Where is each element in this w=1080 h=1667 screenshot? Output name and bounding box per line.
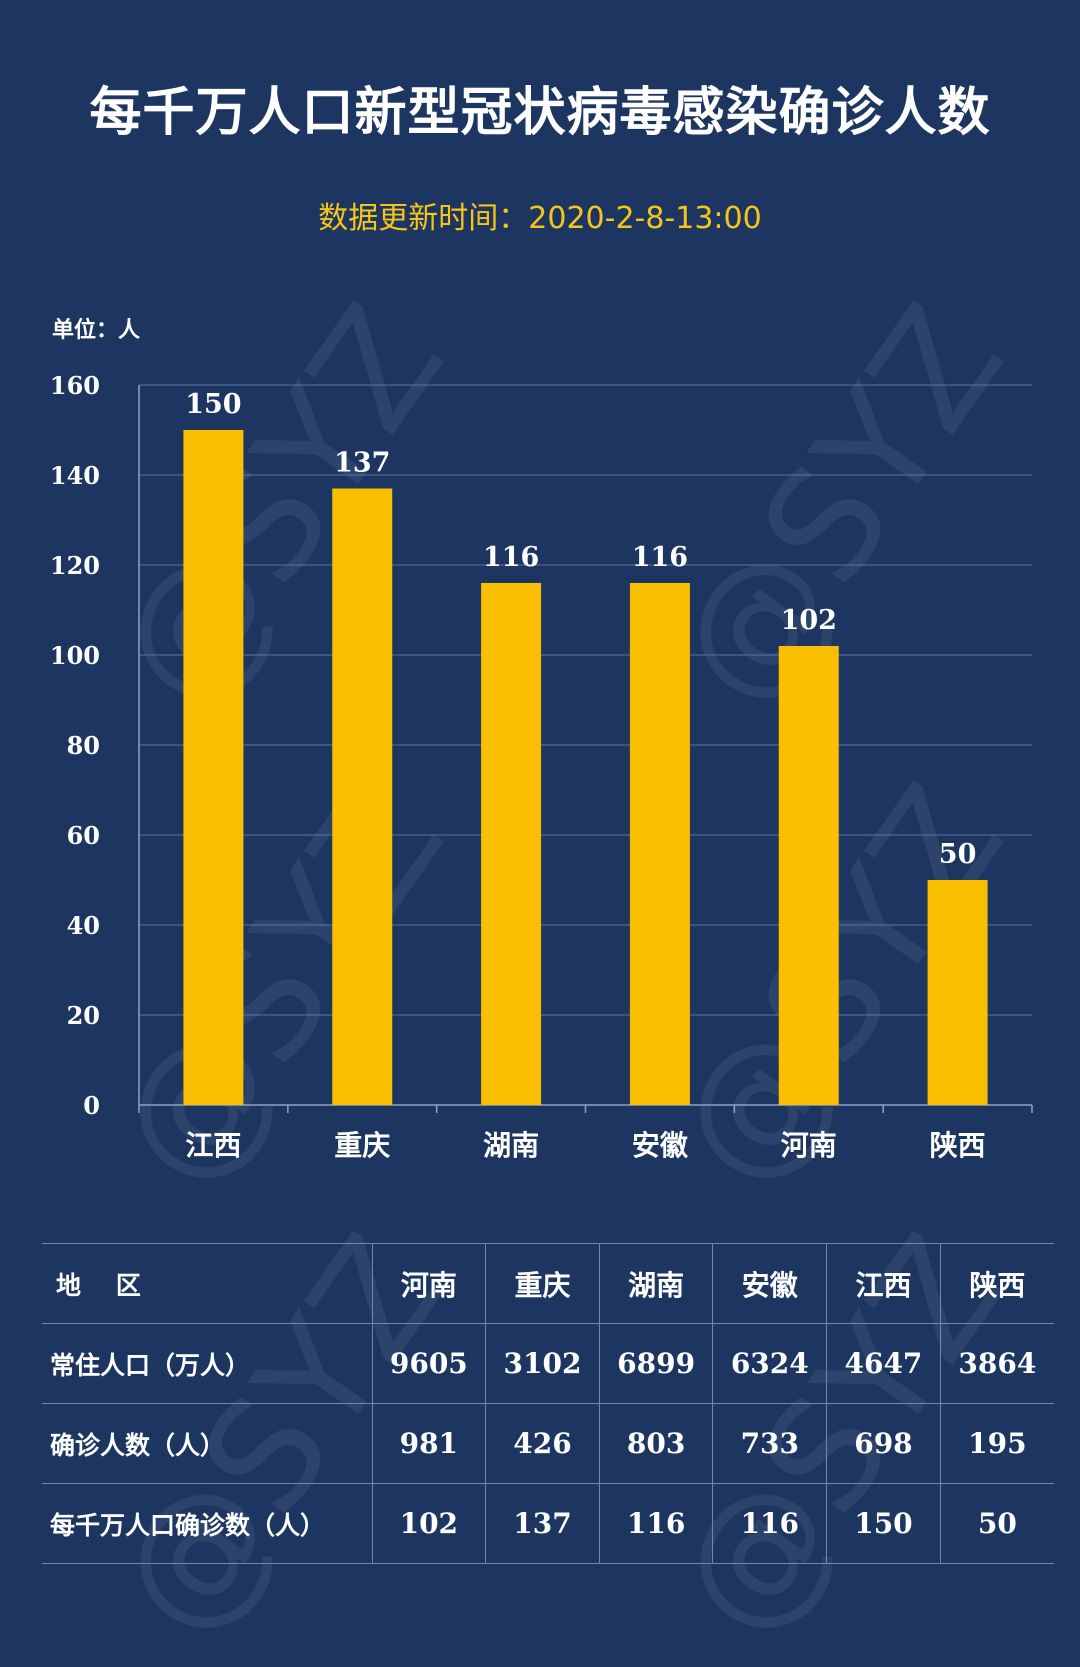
row-label: 每千万人口确诊数（人）	[42, 1483, 372, 1564]
table-row: 每千万人口确诊数（人） 102 137 116 116 150 50	[42, 1483, 1054, 1564]
y-tick-label: 80	[67, 731, 100, 760]
y-tick-label: 120	[50, 551, 100, 580]
table-cell: 9605	[371, 1323, 486, 1404]
table-row: 常住人口（万人） 9605 3102 6899 6324 4647 3864	[42, 1323, 1054, 1404]
x-tick-label: 湖南	[483, 1129, 539, 1162]
header-cell: 湖南	[598, 1243, 713, 1324]
data-label: 150	[185, 389, 241, 420]
header-cell: 陕西	[939, 1243, 1054, 1324]
y-tick-label: 160	[50, 371, 100, 400]
data-label: 116	[483, 542, 539, 573]
bar-5	[778, 646, 839, 1105]
header-cell: 重庆	[485, 1243, 600, 1324]
table-cell: 6899	[598, 1323, 713, 1404]
bar-6	[927, 880, 988, 1105]
table-cell: 3864	[939, 1323, 1054, 1404]
header-cell: 江西	[826, 1243, 941, 1324]
table-header-row: 地 区河南 重庆 湖南 安徽 江西 陕西	[42, 1243, 1054, 1324]
data-label: 137	[334, 448, 390, 479]
data-label: 116	[632, 542, 688, 573]
row-label: 确诊人数（人）	[42, 1403, 372, 1484]
table-cell: 116	[598, 1483, 713, 1564]
bar-2	[332, 488, 393, 1105]
x-tick-label: 陕西	[930, 1129, 986, 1162]
table-cell: 981	[371, 1403, 486, 1484]
table-cell: 195	[939, 1403, 1054, 1484]
table-cell: 6324	[712, 1323, 827, 1404]
data-label: 50	[939, 839, 977, 870]
x-tick-label: 江西	[185, 1129, 241, 1162]
table-cell: 102	[371, 1483, 486, 1564]
data-label: 102	[781, 605, 837, 636]
table-cell: 4647	[826, 1323, 941, 1404]
data-table: 地 区河南 重庆 湖南 安徽 江西 陕西 常住人口（万人） 9605 3102 6899 6324 4…	[42, 1243, 1054, 1564]
y-tick-label: 0	[83, 1091, 100, 1120]
table-cell: 803	[598, 1403, 713, 1484]
header-cell: 河南	[371, 1243, 486, 1324]
bar-chart: 0 20 40 60 80 100 120 140 160 150 江西 137 重庆 116 湖南 116 安…	[50, 371, 1033, 1162]
y-tick-label: 60	[67, 821, 100, 850]
y-tick-label: 40	[67, 911, 100, 940]
y-tick-label: 20	[67, 1001, 100, 1030]
table-cell: 50	[939, 1483, 1054, 1564]
table-cell: 698	[826, 1403, 941, 1484]
header-cell: 地 区	[42, 1243, 372, 1324]
bar-3	[481, 583, 542, 1105]
update-time: 数据更新时间：2020-2-8-13:00	[318, 201, 762, 236]
bar-1	[183, 430, 244, 1105]
table-cell: 116	[712, 1483, 827, 1564]
x-tick-label: 重庆	[334, 1129, 390, 1162]
table-cell: 150	[826, 1483, 941, 1564]
unit-label: 单位：人	[52, 318, 141, 343]
page-title: 每千万人口新型冠状病毒感染确诊人数	[89, 83, 991, 143]
x-tick-label: 安徽	[632, 1129, 689, 1162]
y-tick-label: 100	[50, 641, 100, 670]
table-cell: 733	[712, 1403, 827, 1484]
table-cell: 3102	[485, 1323, 600, 1404]
x-tick-label: 河南	[781, 1129, 837, 1162]
bar-4	[629, 583, 690, 1105]
table-row: 确诊人数（人） 981 426 803 733 698 195	[42, 1403, 1054, 1484]
table-cell: 426	[485, 1403, 600, 1484]
header-cell: 安徽	[712, 1243, 827, 1324]
table-cell: 137	[485, 1483, 600, 1564]
row-label: 常住人口（万人）	[42, 1323, 372, 1404]
y-tick-label: 140	[50, 461, 100, 490]
